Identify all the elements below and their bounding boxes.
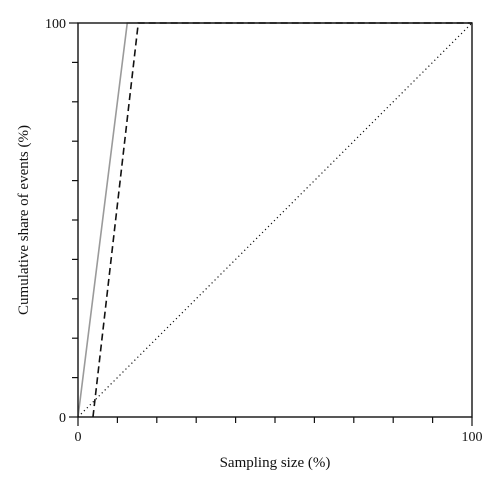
x-axis-title: Sampling size (%) bbox=[220, 455, 331, 471]
series-line-dotted bbox=[77, 22, 473, 418]
y-axis-title: Cumulative share of events (%) bbox=[16, 125, 32, 315]
axis-ticks bbox=[69, 22, 473, 426]
plot-frame bbox=[77, 22, 473, 418]
series-line-dashed bbox=[92, 22, 472, 418]
series-line-solid bbox=[77, 22, 472, 418]
tick-labels: 0 100 0 100 bbox=[45, 17, 483, 445]
x-tick-label: 100 bbox=[462, 430, 483, 445]
y-tick-label: 100 bbox=[45, 17, 66, 32]
y-tick-label: 0 bbox=[59, 411, 66, 426]
x-tick-label: 0 bbox=[75, 430, 82, 445]
plot-area bbox=[77, 22, 473, 418]
